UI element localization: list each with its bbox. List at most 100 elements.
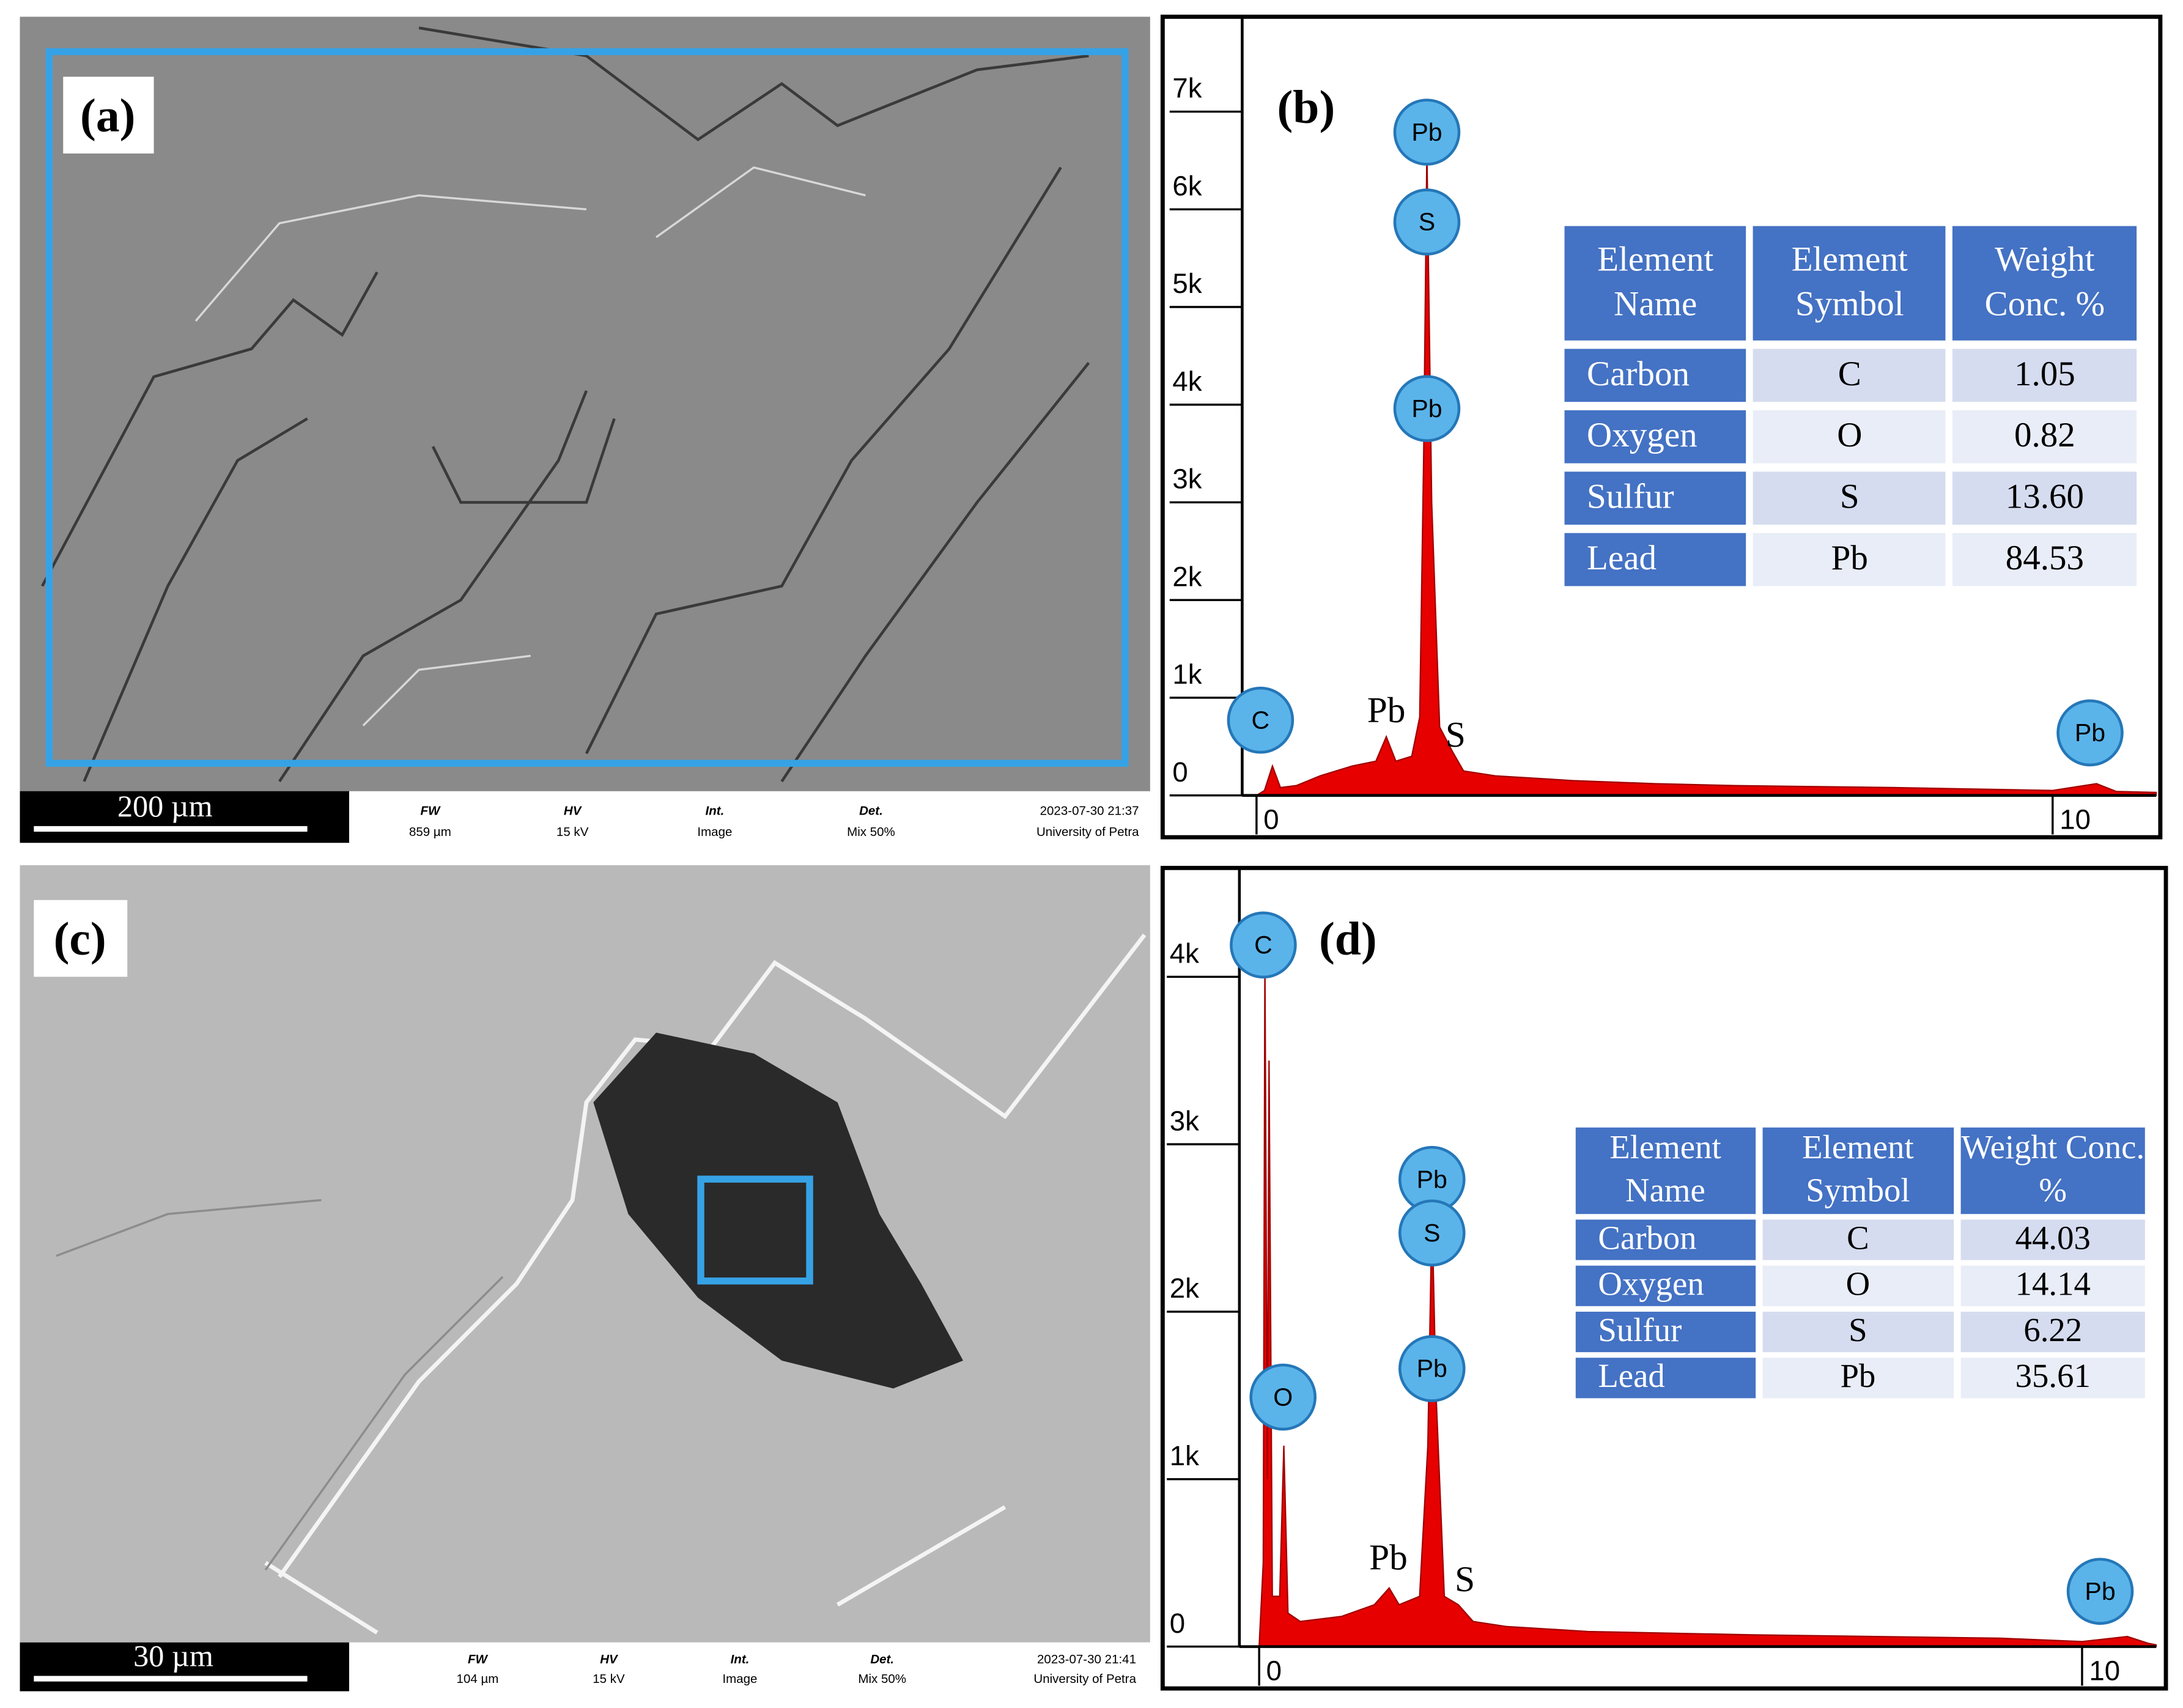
table-row: Oxygen O 14.14 [1575,1266,2145,1307]
x-tick-label: 0 [1266,1655,1282,1686]
table-cell: Carbon [1564,349,1746,402]
table-cell: 35.61 [1960,1358,2145,1399]
table-row: Sulfur S 13.60 [1564,471,2137,525]
peak-marker [1398,1335,1466,1402]
info-label: Det. [859,804,883,818]
table-cell: C [1762,1220,1954,1261]
table-cell: Oxygen [1575,1266,1756,1307]
sem-image-c: (c) 30 µm FW 104 µm HV 15 kV Int. Image … [20,865,1150,1691]
chart-title: (b) [1277,81,1335,133]
table-cell: 1.05 [1952,349,2137,402]
y-tick-label: 4k [1170,937,1199,969]
table-cell: C [1753,349,1946,402]
table-cell: S [1762,1312,1954,1353]
y-tick-label: 5k [1172,268,1202,299]
table-header-cell: Element Name [1564,226,1746,341]
table-header-cell: Element Name [1575,1127,1756,1215]
table-cell: 44.03 [1960,1220,2145,1261]
y-tick-label: 1k [1172,659,1202,690]
info-label: HV [600,1652,619,1666]
composition-table: Element Name Element Symbol Weight Conc. %… [1557,218,2143,594]
peak-marker [1230,911,1297,979]
y-tick-label: 1k [1170,1440,1199,1471]
y-tick-label: 3k [1170,1105,1199,1136]
peak-label: Pb [1411,394,1442,423]
y-tick-label: 0 [1172,756,1188,788]
table-cell: Sulfur [1575,1312,1756,1353]
scale-bar-label: 30 µm [133,1639,213,1673]
table-cell: 13.60 [1952,471,2137,525]
table-cell: O [1762,1266,1954,1307]
table-row: Carbon C 44.03 [1575,1220,2145,1261]
info-value: 104 µm [457,1672,499,1686]
timestamp: 2023-07-30 21:37 [1040,804,1139,818]
table-cell: 14.14 [1960,1266,2145,1307]
panel-label: (c) [54,912,106,965]
peak-label: Pb [1417,1165,1447,1193]
info-value: Mix 50% [847,825,895,839]
peak-label: C [1252,706,1270,734]
peak-label: Pb [1367,690,1406,730]
peak-marker [1398,1199,1466,1267]
table-header-row: Element Name Element Symbol Weight Conc. % [1564,226,2137,341]
peak-marker [1393,375,1461,442]
peak-marker [1249,1363,1317,1431]
peak-label: S [1424,1219,1440,1247]
peak-label: S [1419,208,1435,236]
info-value: Mix 50% [858,1672,906,1686]
peak-marker [1393,98,1461,166]
y-tick-label: 4k [1172,366,1202,397]
info-value: Image [697,825,732,839]
composition-table: Element Name Element Symbol Weight Conc. %… [1568,1122,2152,1401]
peak-label: Pb [1417,1355,1447,1383]
info-label: Int. [706,804,725,818]
table-header-cell: Element Symbol [1762,1127,1954,1215]
info-label: HV [564,804,583,818]
peak-label: S [1446,714,1466,755]
table-row: Carbon C 1.05 [1564,349,2137,402]
table-header-cell: Element Symbol [1753,226,1946,341]
peak-marker [1393,188,1461,256]
y-tick-label: 3k [1172,464,1202,495]
info-value: 859 µm [409,825,451,839]
table-cell: S [1753,471,1946,525]
table-header-cell: Weight Conc. % [1960,1127,2145,1215]
y-tick-label: 7k [1172,73,1202,104]
table-cell: Pb [1762,1358,1954,1399]
peak-label: Pb [1411,118,1442,146]
x-tick-label: 0 [1263,804,1279,835]
spectrum-area [1254,150,2157,796]
peak-label: O [1273,1383,1293,1411]
table-header-cell: Weight Conc. % [1952,226,2137,341]
info-value: 15 kV [593,1672,625,1686]
x-tick-label: 10 [2089,1655,2120,1686]
institution: University of Petra [1033,1672,1136,1686]
table-cell: O [1753,410,1946,464]
table-cell: Pb [1753,533,1946,586]
table-cell: 84.53 [1952,533,2137,586]
peak-label: Pb [2085,1577,2115,1605]
table-cell: Sulfur [1564,471,1746,525]
peak-marker [1227,686,1295,754]
info-label: FW [420,804,441,818]
table-cell: Lead [1575,1358,1756,1399]
info-value: Image [722,1672,757,1686]
table-row: Oxygen O 0.82 [1564,410,2137,464]
panel-label: (a) [80,89,135,141]
table-cell: Oxygen [1564,410,1746,464]
info-value: 15 kV [556,825,589,839]
timestamp: 2023-07-30 21:41 [1037,1652,1136,1666]
table-row: Sulfur S 6.22 [1575,1312,2145,1353]
table-cell: 0.82 [1952,410,2137,464]
spectrum-area [1258,959,2157,1647]
peak-marker [2056,699,2124,767]
table-row: Lead Pb 84.53 [1564,533,2137,586]
y-tick-label: 2k [1170,1273,1199,1304]
y-tick-label: 2k [1172,561,1202,592]
peak-label: S [1455,1559,1475,1599]
peak-label: Pb [1369,1537,1408,1578]
y-tick-label: 6k [1172,170,1202,201]
